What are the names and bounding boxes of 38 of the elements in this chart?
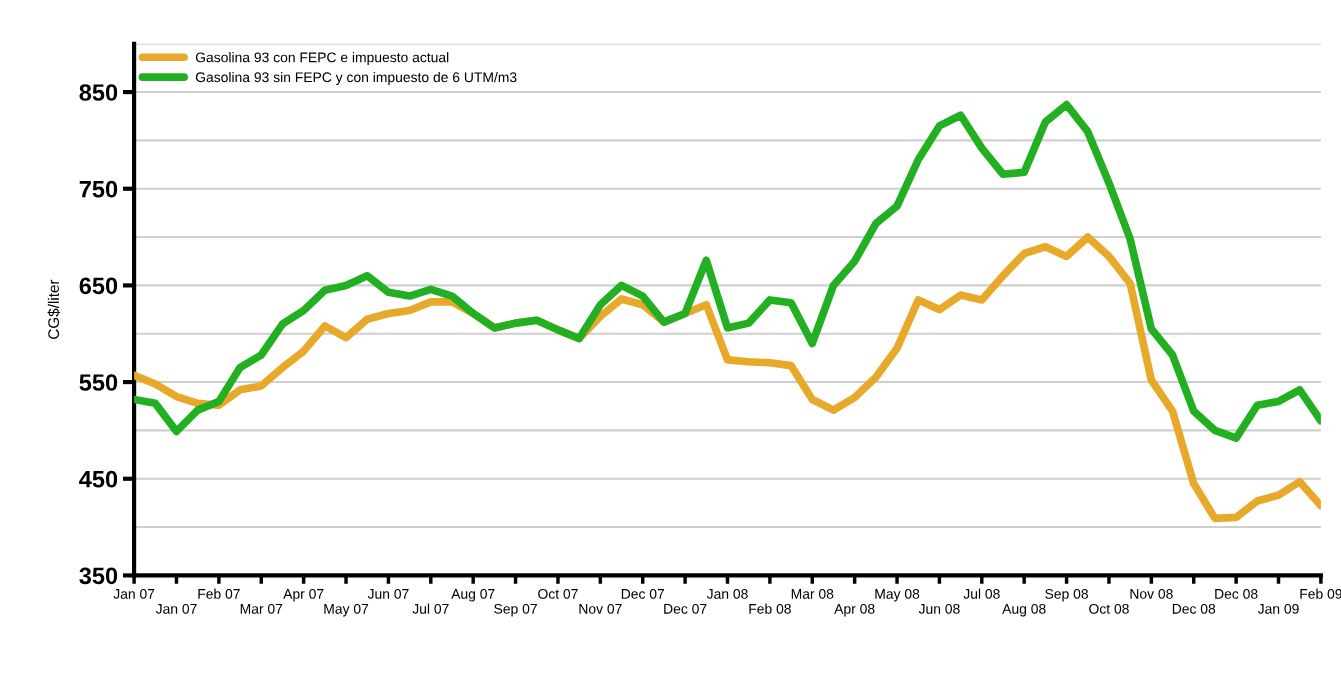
x-tick-label: Sep 08 [1045,588,1088,602]
x-tick-label: Jan 07 [155,603,197,614]
y-tick-label: 850 [79,84,118,101]
x-tick-label: Oct 08 [1089,603,1129,614]
x-tick-label: Mar 07 [240,603,283,614]
y-tick-label: 550 [79,374,118,391]
x-tick-label: Oct 07 [538,588,578,599]
x-tick-label: Jul 08 [963,588,1000,599]
legend-label: Gasolina 93 con FEPC e impuesto actual [195,52,449,66]
y-tick-label: 650 [79,277,118,295]
y-tick-label: 750 [79,180,118,198]
x-tick-label: Sep 07 [494,603,537,617]
x-tick-label: Feb 09 [1300,588,1341,599]
x-tick-label: Jun 07 [367,588,409,599]
x-tick-label: May 07 [324,603,369,617]
x-tick-label: Jun 08 [918,603,960,614]
x-tick-label: Jan 08 [706,588,748,599]
x-tick-label: Aug 07 [451,588,495,602]
x-tick-label: Nov 08 [1130,588,1173,599]
x-tick-label: Feb 07 [198,588,240,599]
x-tick-label: Aug 08 [1002,603,1046,617]
x-tick-label: Jan 09 [1257,603,1299,614]
y-axis-title: CG$/liter [47,279,60,339]
x-tick-label: May 08 [875,588,920,602]
legend-label: Gasolina 93 sin FEPC y con impuesto de 6 UTM/m3 [195,71,517,85]
x-tick-label: Jan 07 [113,588,155,599]
x-tick-label: Dec 08 [1215,588,1258,599]
x-tick-label: Jul 07 [412,603,449,614]
x-tick-label: Feb 08 [749,603,791,614]
x-tick-label: Apr 08 [834,603,875,617]
x-tick-label: Dec 08 [1172,603,1216,614]
x-tick-label: Dec 07 [664,603,707,614]
x-tick-label: Nov 07 [579,603,622,614]
x-tick-label: Mar 08 [791,588,834,599]
y-tick-label: 450 [79,470,118,488]
y-tick-label: 350 [79,567,118,585]
x-tick-label: Dec 07 [621,588,665,599]
x-tick-label: Apr 07 [283,588,324,602]
